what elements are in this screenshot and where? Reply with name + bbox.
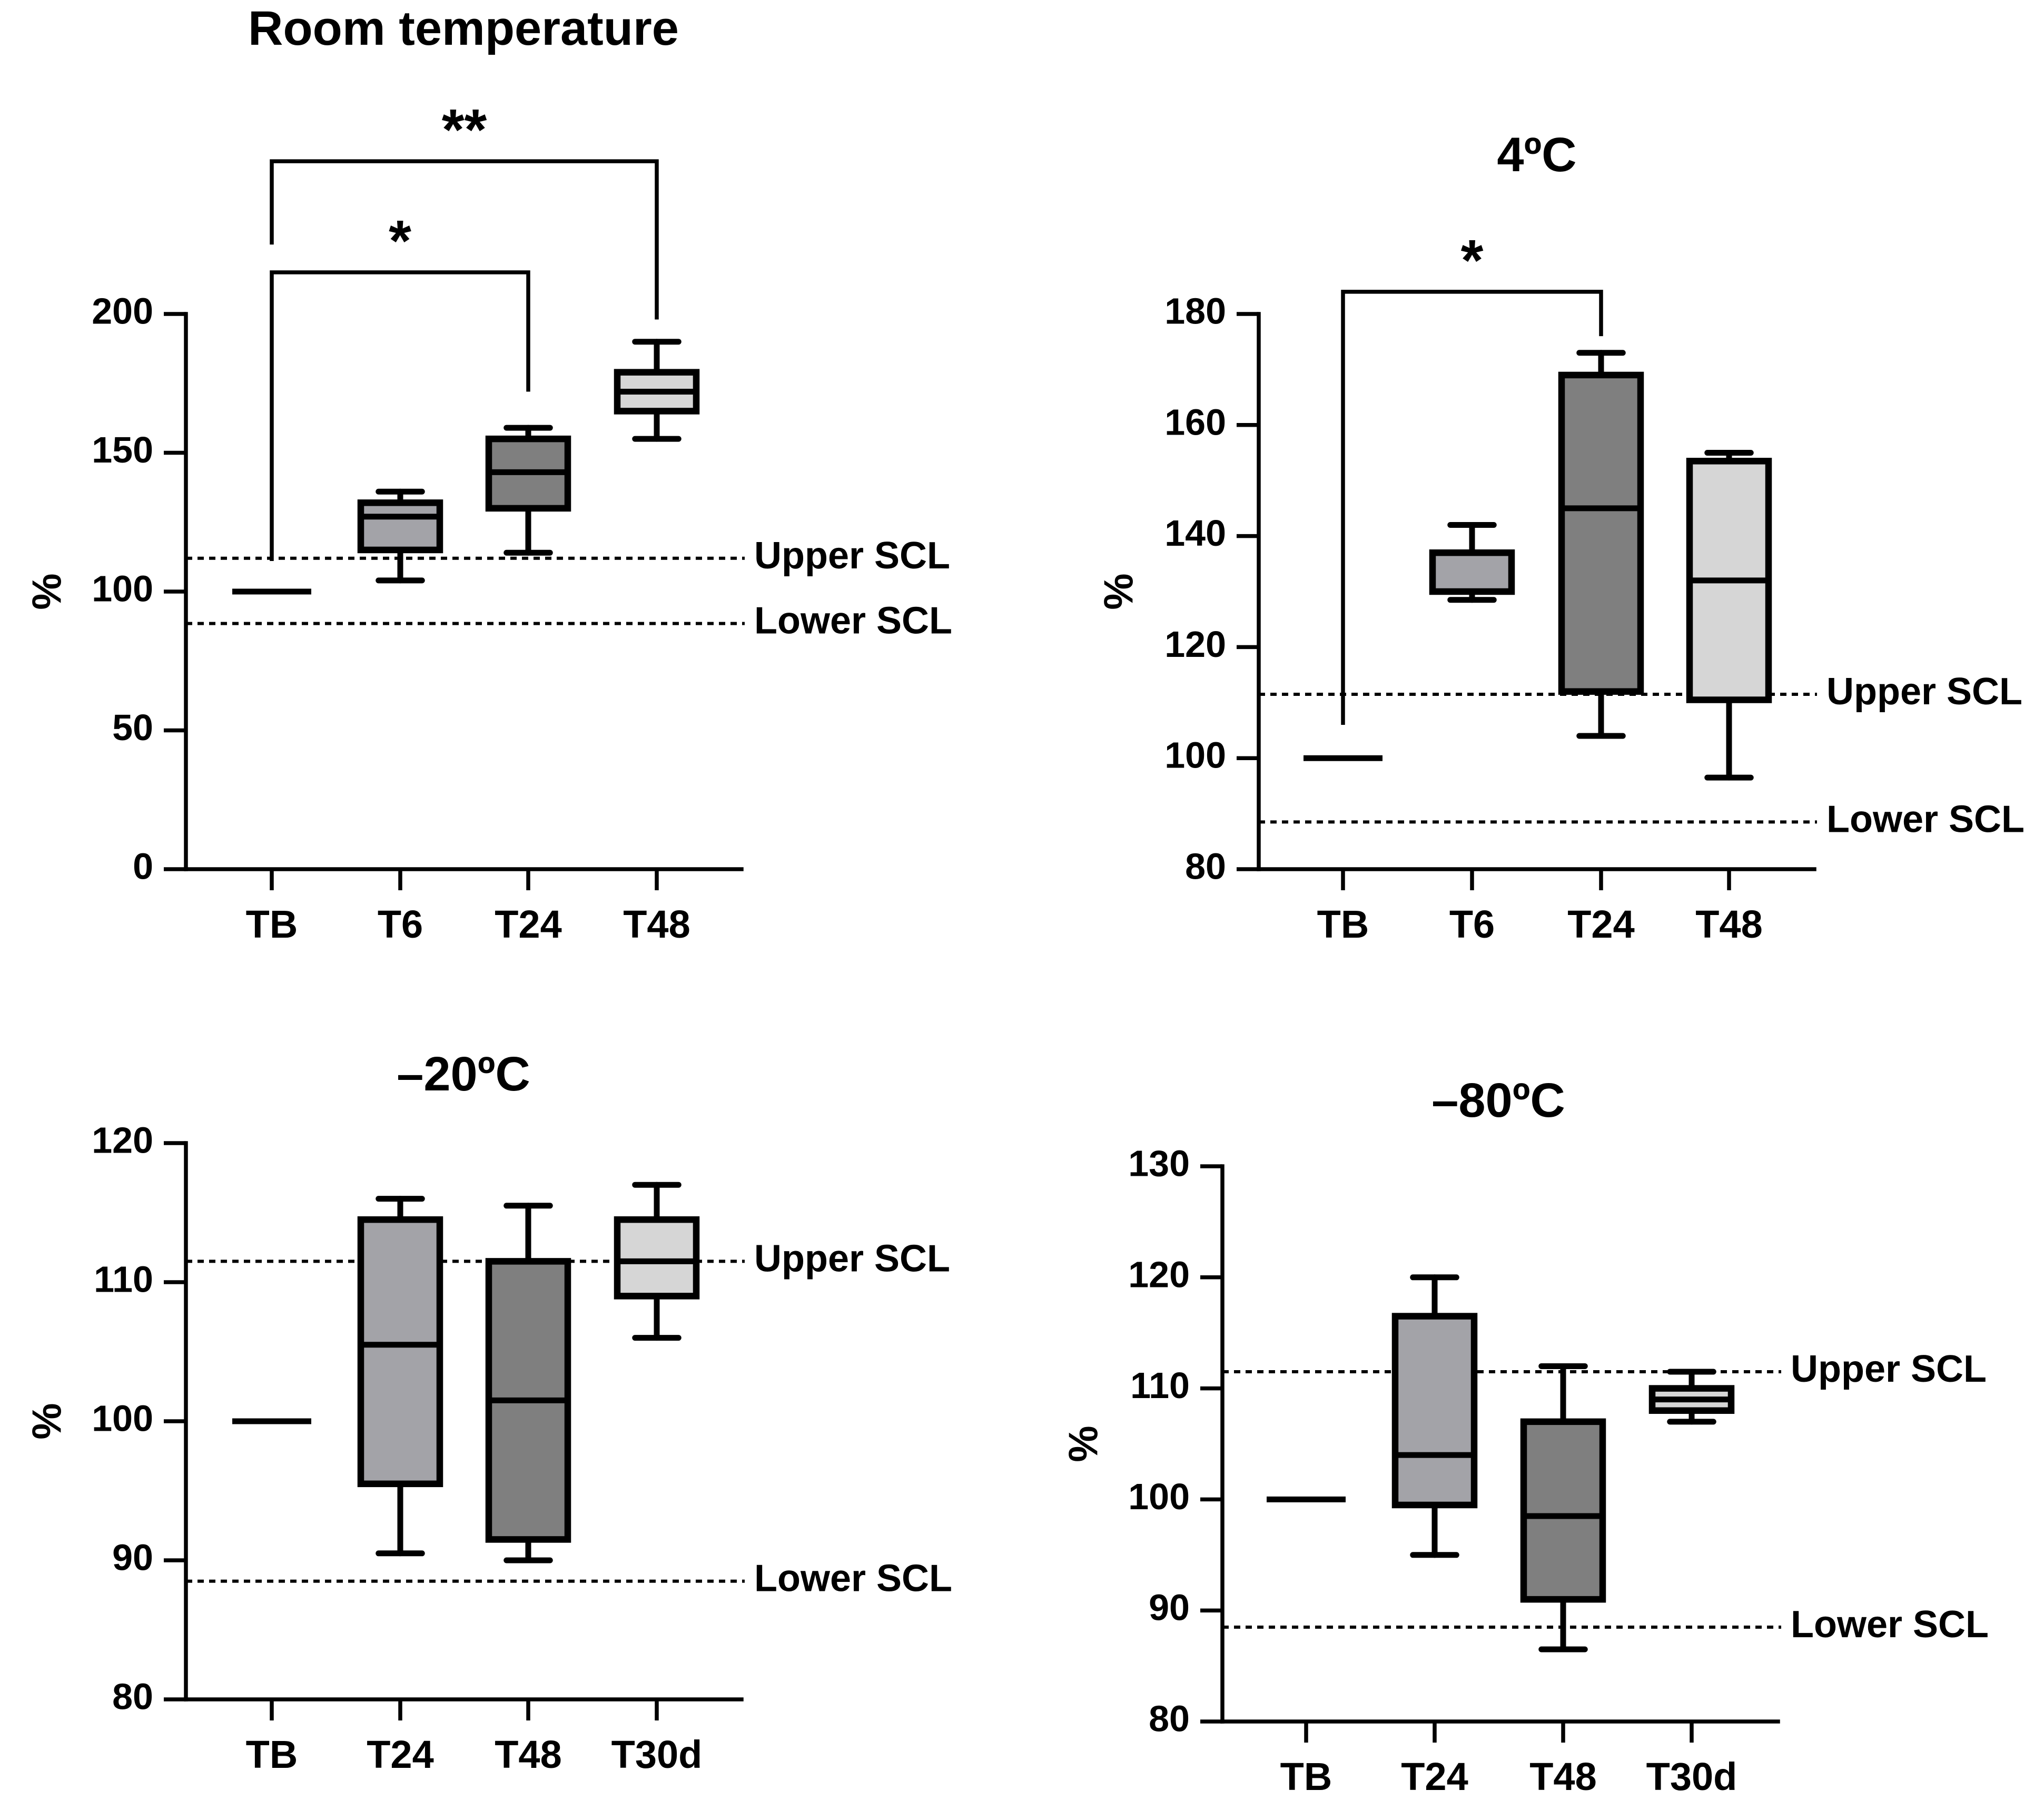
scl-reference-label: Upper SCL: [1791, 1348, 1987, 1390]
box-t48: [485, 1203, 571, 1563]
x-tick-label: T6: [1449, 902, 1495, 946]
y-axis-label: %: [1060, 1425, 1107, 1462]
y-tick-label: 120: [92, 1119, 153, 1160]
box-t48: [1520, 1363, 1606, 1653]
y-tick-label: 110: [1130, 1365, 1190, 1406]
y-tick-label: 150: [92, 429, 153, 470]
chart-title: –20ºC: [397, 1047, 530, 1101]
y-tick-label: 130: [1128, 1143, 1190, 1184]
y-tick-label: 100: [1164, 735, 1226, 776]
y-tick-label: 100: [92, 1398, 153, 1439]
box-t24: [1558, 350, 1644, 739]
chart-title: –80ºC: [1431, 1074, 1565, 1127]
x-tick-label: TB: [1317, 902, 1369, 946]
box-t48: [1686, 450, 1772, 781]
y-axis-label: %: [1095, 573, 1142, 609]
scl-reference-label: Upper SCL: [1826, 671, 2022, 713]
y-tick-label: 100: [92, 568, 153, 609]
x-tick-label: TB: [246, 902, 298, 946]
iqr-box: [1558, 371, 1644, 695]
chart-title: 4ºC: [1497, 128, 1576, 182]
y-tick-label: 140: [1164, 513, 1226, 554]
x-tick-label: T24: [495, 902, 562, 946]
chart-panel-1: Room temperature% 0 50 100 150 200 TB T6 T24 T48 U…: [24, 2, 952, 946]
y-tick-label: 90: [1149, 1587, 1190, 1628]
y-axis-label: %: [24, 573, 70, 609]
scl-reference-label: Upper SCL: [754, 1237, 950, 1280]
y-tick-label: 120: [1164, 624, 1226, 665]
chart-panel-3: –20ºC% 80 90 100 110 120 TB T24 T48 T30d Upper SCL…: [24, 1047, 952, 1776]
scl-reference-label: Upper SCL: [754, 535, 950, 577]
y-tick-label: 180: [1164, 290, 1226, 331]
box-t24: [1391, 1274, 1478, 1558]
chart-panel-2: 4ºC% 80 100 120 140 160 180 TB T6 T24 T48 Upper SCL…: [1095, 128, 2025, 946]
x-tick-label: T30d: [1646, 1755, 1737, 1798]
x-tick-label: TB: [246, 1733, 298, 1776]
x-tick-label: T24: [1567, 902, 1635, 946]
bracket-line: [270, 159, 659, 320]
chart-title: Room temperature: [248, 2, 679, 55]
y-axis-label: %: [24, 1403, 70, 1439]
y-tick-label: 0: [133, 845, 153, 887]
chart-panel-4: –80ºC% 80 90 100 110 120 130 TB T24 T48 T30d Upper …: [1060, 1074, 1989, 1798]
significance-stars: *: [1461, 228, 1484, 293]
y-tick-label: 80: [1149, 1698, 1190, 1739]
x-tick-label: T48: [623, 902, 690, 946]
box-t48: [614, 339, 700, 442]
box-t6: [357, 488, 443, 584]
iqr-box: [1429, 549, 1515, 595]
y-tick-label: 160: [1164, 401, 1226, 442]
box-t30d: [1648, 1369, 1735, 1425]
iqr-box: [357, 499, 443, 554]
significance-stars: **: [442, 97, 487, 162]
significance-stars: *: [389, 209, 411, 273]
y-tick-label: 110: [94, 1258, 153, 1300]
x-tick-label: TB: [1280, 1755, 1332, 1798]
significance-bracket: *: [1341, 228, 1603, 725]
bracket-line: [1341, 290, 1603, 725]
bracket-line: [270, 270, 530, 562]
y-tick-label: 80: [112, 1676, 153, 1717]
box-t6: [1429, 522, 1515, 603]
scl-reference-label: Lower SCL: [1791, 1604, 1989, 1646]
y-tick-label: 80: [1185, 845, 1226, 887]
x-tick-label: T24: [367, 1733, 434, 1776]
iqr-box: [1391, 1313, 1478, 1509]
iqr-box: [357, 1216, 443, 1488]
x-tick-label: T48: [495, 1733, 562, 1776]
box-t24: [357, 1196, 443, 1557]
x-tick-label: T30d: [611, 1733, 703, 1776]
iqr-box: [614, 1216, 700, 1300]
scl-reference-label: Lower SCL: [1826, 798, 2025, 840]
x-tick-label: T48: [1695, 902, 1763, 946]
y-tick-label: 200: [92, 290, 153, 331]
y-tick-label: 50: [112, 707, 153, 748]
scl-reference-label: Lower SCL: [754, 1558, 952, 1600]
y-tick-label: 120: [1128, 1254, 1190, 1295]
iqr-box: [1520, 1418, 1606, 1603]
box-t30d: [614, 1182, 700, 1341]
x-tick-label: T6: [378, 902, 423, 946]
box-t24: [485, 425, 571, 556]
significance-bracket: *: [270, 209, 530, 562]
significance-bracket: **: [270, 97, 659, 320]
scl-reference-label: Lower SCL: [754, 600, 952, 642]
y-tick-label: 100: [1128, 1476, 1190, 1517]
x-tick-label: T48: [1529, 1755, 1597, 1798]
y-tick-label: 90: [112, 1537, 153, 1578]
x-tick-label: T24: [1401, 1755, 1468, 1798]
